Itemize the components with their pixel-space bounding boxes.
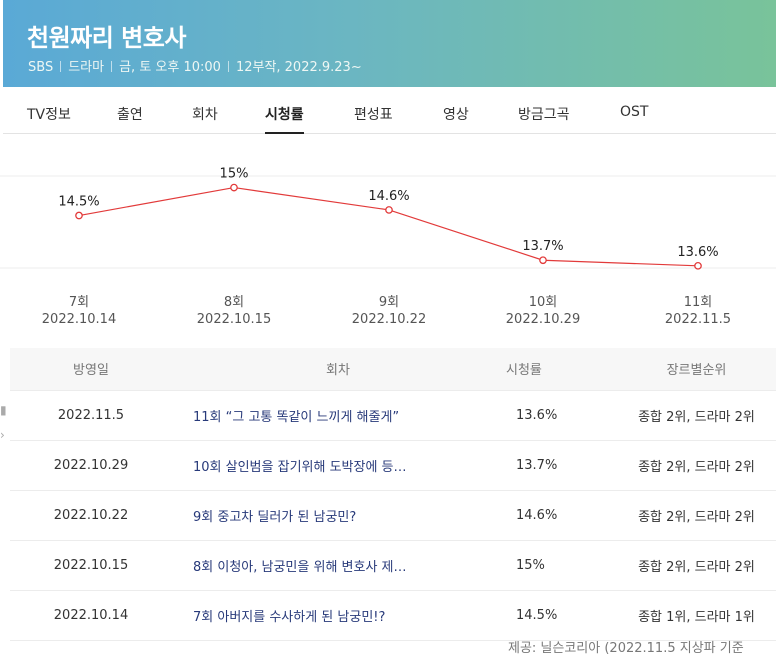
tab-tv-info[interactable]: TV정보 — [27, 107, 71, 123]
tab-video[interactable]: 영상 — [443, 107, 469, 123]
episode-link[interactable]: 10회 살인범을 잡기위해 도박장에 등… — [193, 459, 407, 475]
network-label: SBS — [28, 60, 54, 75]
column-header-episode: 회차 — [326, 363, 350, 379]
row-rating: 14.5% — [506, 589, 617, 641]
table-row: 2022.10.29 10회 살인범을 잡기위해 도박장에 등… 13.7% 종… — [10, 439, 776, 490]
column-header-rank: 장르별순위 — [666, 363, 727, 379]
episode-link[interactable]: 7회 아버지를 수사하게 된 남궁민!? — [193, 609, 386, 625]
row-rating: 13.6% — [506, 389, 617, 440]
data-point — [694, 261, 702, 270]
table-row: 2022.10.22 9회 중고차 딜러가 된 남궁민? 14.6% 종합 2위… — [10, 489, 776, 540]
row-rank: 종합 2위, 드라마 2위 — [617, 389, 776, 440]
data-point — [75, 211, 83, 220]
data-label: 13.7% — [522, 239, 563, 254]
x-tick-episode: 11회 — [684, 295, 713, 310]
tab-ratings[interactable]: 시청률 — [265, 104, 304, 134]
data-label: 14.5% — [58, 195, 99, 210]
table-header-row: 방영일 회차 시청률 장르별순위 — [10, 348, 776, 390]
meta-divider — [111, 61, 113, 72]
x-tick-date: 2022.10.14 — [42, 312, 116, 327]
row-date: 2022.10.22 — [10, 489, 171, 540]
tab-episodes[interactable]: 회차 — [192, 107, 218, 123]
data-point — [539, 256, 547, 265]
row-date: 2022.10.29 — [10, 439, 171, 490]
x-tick-episode: 7회 — [69, 295, 89, 310]
tab-ost[interactable]: OST — [620, 104, 649, 120]
program-header: 천원짜리 변호사 SBS 드라마 금, 토 오후 10:00 12부작, 2022.9… — [3, 0, 776, 87]
row-rating: 15% — [506, 539, 617, 590]
episode-link[interactable]: 11회 “그 고통 똑같이 느끼게 해줄게” — [193, 409, 400, 425]
x-tick-date: 2022.11.5 — [665, 312, 731, 327]
column-header-date: 방영일 — [73, 363, 109, 379]
program-meta: SBS 드라마 금, 토 오후 10:00 12부작, 2022.9.23~ — [28, 56, 362, 75]
row-rating: 14.6% — [506, 489, 617, 540]
x-tick-episode: 10회 — [529, 295, 558, 310]
data-label: 13.6% — [677, 245, 718, 260]
edge-glyph: › — [0, 428, 5, 442]
ratings-table: 방영일 회차 시청률 장르별순위 2022.11.5 11회 “그 고통 똑같이… — [10, 348, 776, 641]
tab-cast[interactable]: 출연 — [117, 107, 143, 123]
x-tick-date: 2022.10.29 — [506, 312, 580, 327]
data-label: 15% — [220, 167, 249, 182]
ratings-chart: 14.5% 7회 2022.10.14 15% 8회 2022.10.15 14.6% 9회 2… — [0, 167, 776, 327]
row-rank: 종합 1위, 드라마 1위 — [617, 589, 776, 641]
table-row: 2022.10.14 7회 아버지를 수사하게 된 남궁민!? 14.5% 종합… — [10, 589, 776, 641]
schedule-label: 금, 토 오후 10:00 — [119, 60, 221, 75]
data-point — [230, 183, 238, 192]
row-date: 2022.10.15 — [10, 539, 171, 590]
program-title[interactable]: 천원짜리 변호사 — [27, 24, 186, 52]
row-date: 2022.10.14 — [10, 589, 171, 641]
x-tick-date: 2022.10.15 — [197, 312, 271, 327]
row-rating: 13.7% — [506, 439, 617, 490]
table-row: 2022.10.15 8회 이청아, 남궁민을 위해 변호사 제… 15% 종합… — [10, 539, 776, 590]
edge-glyph: ▮ — [0, 403, 7, 417]
episode-link[interactable]: 8회 이청아, 남궁민을 위해 변호사 제… — [193, 559, 407, 575]
episodes-info: 12부작, 2022.9.23~ — [235, 60, 362, 75]
row-rank: 종합 2위, 드라마 2위 — [617, 439, 776, 490]
tab-song[interactable]: 방금그곡 — [518, 107, 570, 123]
x-tick-episode: 9회 — [379, 295, 399, 310]
column-header-rating: 시청률 — [506, 363, 542, 379]
data-source-note: 제공: 닐슨코리아 (2022.11.5 지상파 기준 — [508, 641, 744, 656]
row-date: 2022.11.5 — [10, 389, 171, 440]
data-point — [385, 206, 393, 214]
tab-bar: TV정보 출연 회차 시청률 편성표 영상 방금그곡 OST — [3, 88, 776, 134]
x-tick-episode: 8회 — [224, 295, 244, 310]
episode-link[interactable]: 9회 중고차 딜러가 된 남궁민? — [193, 509, 357, 525]
row-rank: 종합 2위, 드라마 2위 — [617, 489, 776, 540]
meta-divider — [227, 61, 229, 72]
table-row: 2022.11.5 11회 “그 고통 똑같이 느끼게 해줄게” 13.6% 종… — [10, 389, 776, 440]
data-label: 14.6% — [368, 189, 409, 204]
meta-divider — [60, 61, 62, 72]
tab-schedule[interactable]: 편성표 — [354, 107, 393, 123]
genre-label: 드라마 — [68, 60, 105, 75]
x-tick-date: 2022.10.22 — [352, 312, 426, 327]
row-rank: 종합 2위, 드라마 2위 — [617, 539, 776, 590]
